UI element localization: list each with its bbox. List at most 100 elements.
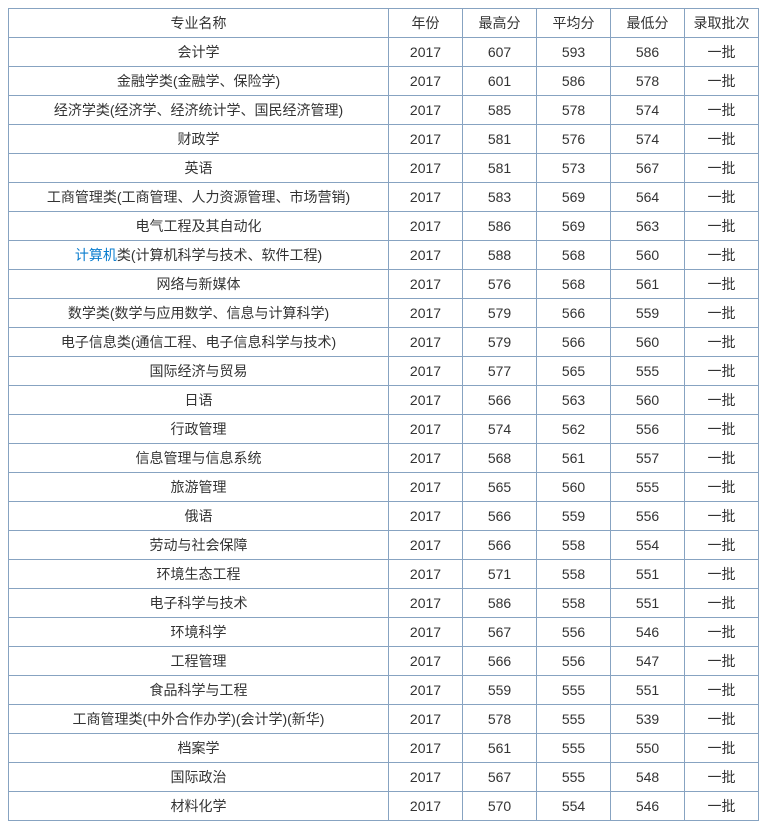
table-row: 电子科学与技术2017586558551一批 bbox=[9, 589, 759, 618]
header-batch: 录取批次 bbox=[685, 9, 759, 38]
cell-major: 会计学 bbox=[9, 38, 389, 67]
cell-max: 568 bbox=[463, 444, 537, 473]
cell-max: 567 bbox=[463, 763, 537, 792]
cell-year: 2017 bbox=[389, 415, 463, 444]
cell-batch: 一批 bbox=[685, 705, 759, 734]
cell-batch: 一批 bbox=[685, 96, 759, 125]
header-max: 最高分 bbox=[463, 9, 537, 38]
cell-major: 工商管理类(工商管理、人力资源管理、市场营销) bbox=[9, 183, 389, 212]
table-row: 工商管理类(工商管理、人力资源管理、市场营销)2017583569564一批 bbox=[9, 183, 759, 212]
highlight-text: 计算机 bbox=[75, 247, 117, 263]
table-row: 金融学类(金融学、保险学)2017601586578一批 bbox=[9, 67, 759, 96]
cell-year: 2017 bbox=[389, 270, 463, 299]
cell-min: 546 bbox=[611, 618, 685, 647]
cell-batch: 一批 bbox=[685, 473, 759, 502]
table-row: 网络与新媒体2017576568561一批 bbox=[9, 270, 759, 299]
cell-batch: 一批 bbox=[685, 328, 759, 357]
table-row: 经济学类(经济学、经济统计学、国民经济管理)2017585578574一批 bbox=[9, 96, 759, 125]
cell-major: 财政学 bbox=[9, 125, 389, 154]
cell-min: 551 bbox=[611, 560, 685, 589]
table-row: 信息管理与信息系统2017568561557一批 bbox=[9, 444, 759, 473]
cell-min: 574 bbox=[611, 96, 685, 125]
cell-major: 食品科学与工程 bbox=[9, 676, 389, 705]
cell-avg: 558 bbox=[537, 531, 611, 560]
cell-year: 2017 bbox=[389, 386, 463, 415]
cell-batch: 一批 bbox=[685, 357, 759, 386]
cell-max: 567 bbox=[463, 618, 537, 647]
cell-min: 564 bbox=[611, 183, 685, 212]
cell-max: 583 bbox=[463, 183, 537, 212]
cell-min: 555 bbox=[611, 357, 685, 386]
cell-avg: 555 bbox=[537, 705, 611, 734]
table-row: 旅游管理2017565560555一批 bbox=[9, 473, 759, 502]
table-row: 环境科学2017567556546一批 bbox=[9, 618, 759, 647]
header-row: 专业名称年份最高分平均分最低分录取批次 bbox=[9, 9, 759, 38]
cell-min: 560 bbox=[611, 241, 685, 270]
cell-batch: 一批 bbox=[685, 676, 759, 705]
cell-max: 601 bbox=[463, 67, 537, 96]
cell-year: 2017 bbox=[389, 125, 463, 154]
cell-max: 576 bbox=[463, 270, 537, 299]
cell-min: 550 bbox=[611, 734, 685, 763]
table-row: 材料化学2017570554546一批 bbox=[9, 792, 759, 821]
cell-major: 金融学类(金融学、保险学) bbox=[9, 67, 389, 96]
cell-batch: 一批 bbox=[685, 531, 759, 560]
cell-major: 环境科学 bbox=[9, 618, 389, 647]
cell-batch: 一批 bbox=[685, 589, 759, 618]
cell-min: 559 bbox=[611, 299, 685, 328]
cell-max: 566 bbox=[463, 502, 537, 531]
cell-year: 2017 bbox=[389, 154, 463, 183]
table-row: 工程管理2017566556547一批 bbox=[9, 647, 759, 676]
cell-avg: 573 bbox=[537, 154, 611, 183]
cell-major: 电子信息类(通信工程、电子信息科学与技术) bbox=[9, 328, 389, 357]
table-row: 工商管理类(中外合作办学)(会计学)(新华)2017578555539一批 bbox=[9, 705, 759, 734]
cell-major: 国际经济与贸易 bbox=[9, 357, 389, 386]
cell-avg: 562 bbox=[537, 415, 611, 444]
table-row: 电子信息类(通信工程、电子信息科学与技术)2017579566560一批 bbox=[9, 328, 759, 357]
cell-max: 566 bbox=[463, 386, 537, 415]
cell-batch: 一批 bbox=[685, 212, 759, 241]
cell-year: 2017 bbox=[389, 299, 463, 328]
cell-year: 2017 bbox=[389, 531, 463, 560]
cell-min: 578 bbox=[611, 67, 685, 96]
cell-max: 565 bbox=[463, 473, 537, 502]
cell-max: 586 bbox=[463, 212, 537, 241]
cell-batch: 一批 bbox=[685, 299, 759, 328]
table-row: 英语2017581573567一批 bbox=[9, 154, 759, 183]
cell-batch: 一批 bbox=[685, 125, 759, 154]
cell-major: 信息管理与信息系统 bbox=[9, 444, 389, 473]
cell-max: 574 bbox=[463, 415, 537, 444]
cell-avg: 569 bbox=[537, 212, 611, 241]
cell-year: 2017 bbox=[389, 618, 463, 647]
table-row: 数学类(数学与应用数学、信息与计算科学)2017579566559一批 bbox=[9, 299, 759, 328]
cell-avg: 555 bbox=[537, 734, 611, 763]
table-row: 环境生态工程2017571558551一批 bbox=[9, 560, 759, 589]
cell-year: 2017 bbox=[389, 647, 463, 676]
cell-batch: 一批 bbox=[685, 183, 759, 212]
cell-avg: 559 bbox=[537, 502, 611, 531]
cell-major: 环境生态工程 bbox=[9, 560, 389, 589]
cell-max: 578 bbox=[463, 705, 537, 734]
table-row: 俄语2017566559556一批 bbox=[9, 502, 759, 531]
cell-year: 2017 bbox=[389, 444, 463, 473]
cell-batch: 一批 bbox=[685, 618, 759, 647]
cell-min: 561 bbox=[611, 270, 685, 299]
cell-min: 554 bbox=[611, 531, 685, 560]
cell-avg: 569 bbox=[537, 183, 611, 212]
cell-year: 2017 bbox=[389, 763, 463, 792]
cell-min: 547 bbox=[611, 647, 685, 676]
cell-batch: 一批 bbox=[685, 415, 759, 444]
cell-max: 566 bbox=[463, 531, 537, 560]
cell-year: 2017 bbox=[389, 792, 463, 821]
cell-avg: 554 bbox=[537, 792, 611, 821]
cell-batch: 一批 bbox=[685, 444, 759, 473]
cell-min: 560 bbox=[611, 386, 685, 415]
cell-max: 579 bbox=[463, 299, 537, 328]
cell-max: 570 bbox=[463, 792, 537, 821]
cell-major: 旅游管理 bbox=[9, 473, 389, 502]
cell-major: 电子科学与技术 bbox=[9, 589, 389, 618]
cell-min: 548 bbox=[611, 763, 685, 792]
cell-major: 材料化学 bbox=[9, 792, 389, 821]
cell-min: 586 bbox=[611, 38, 685, 67]
cell-avg: 568 bbox=[537, 270, 611, 299]
